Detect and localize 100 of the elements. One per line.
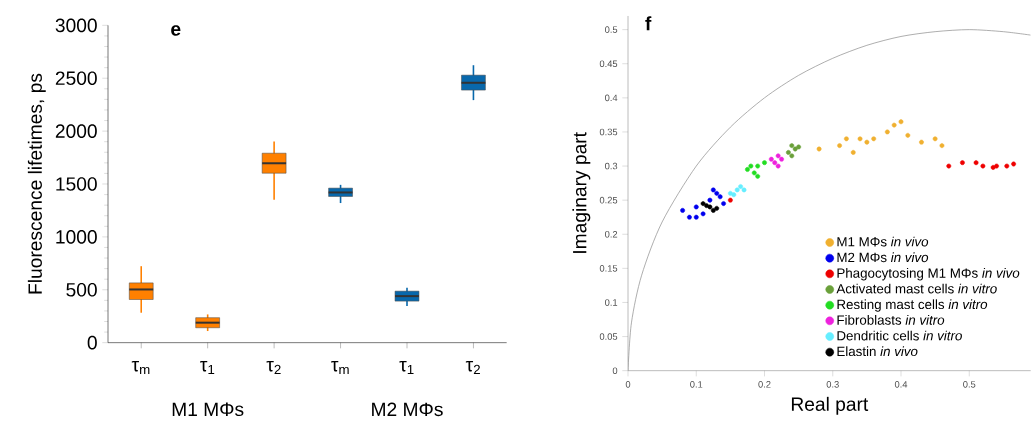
x-tick-label: 0.5 [963,381,976,388]
point [857,136,863,142]
point [796,144,802,150]
point [714,190,720,196]
point [946,163,952,169]
y-tick-label: 0.2 [604,230,618,238]
x-tick-label: 0.3 [826,381,839,388]
point [745,167,750,172]
legend-label: Phagocytosing M1 MΦs in vivo [837,268,1020,281]
x-axis-title: Real part [791,396,869,415]
y-tick-label: 0.05 [599,333,618,340]
x-tick-label: τ$_{m}$ [331,361,349,375]
point [755,173,761,179]
legend-label: Fibroblasts in vitro [837,314,945,325]
point [785,150,791,155]
y-tick-label: 3000 [55,18,97,33]
y-tick-label: 0.3 [604,162,618,170]
point [738,184,744,189]
text: M1 MΦs [172,402,244,417]
point [891,122,897,128]
legend-label: Dendritic cells in vitro [837,330,962,341]
x-tick-label: τ$_{m}$ [131,361,150,375]
chart-title: e [171,25,181,36]
point [734,187,740,193]
y-tick-label: 0.1 [604,299,618,306]
point [792,146,798,152]
x-tick-label: 0 [625,381,631,388]
chart-title: f [645,16,652,31]
point [990,165,996,170]
point [687,214,692,220]
point [731,192,737,198]
point [721,201,726,206]
point [980,163,986,169]
y-axis-title: Fluorescence lifetimes, ps [27,73,46,294]
point [707,204,713,210]
y-tick-label: 0.15 [599,265,618,272]
point [775,163,781,169]
point [919,139,924,145]
y-tick-label: 1500 [56,177,97,191]
y-tick-label: 0.45 [599,60,618,68]
point [932,136,938,142]
point [755,163,761,169]
point [871,136,877,142]
point [751,170,757,176]
text: M2 MΦs [372,402,443,417]
point [714,205,720,211]
point [693,214,699,220]
x-tick-label: τ$_{1}$ [399,361,414,375]
x-tick-label: τ$_{1}$ [200,361,215,375]
x-tick-label: 0.4 [894,381,908,388]
point [884,129,890,135]
point [727,197,733,203]
point [816,146,822,152]
y-tick-label: 0.5 [604,26,618,33]
point [864,139,870,145]
point [704,203,709,209]
y-tick-label: 2000 [55,124,97,138]
point [960,160,965,166]
y-tick-label: 0 [87,335,97,350]
x-tick-label: 0.1 [690,381,703,388]
point [772,160,778,166]
point [768,156,774,162]
point [779,156,784,162]
point [717,194,723,200]
point [1011,161,1017,167]
point [850,150,856,155]
x-tick-label: 0.2 [758,381,771,388]
point [680,207,686,213]
point [1004,163,1010,169]
x-tick-label: τ$_{2}$ [266,361,281,375]
point [775,153,781,159]
point [693,204,699,210]
point [837,143,842,148]
legend-label: M1 MΦs in vivo [837,236,929,247]
point [898,119,904,125]
x-tick-label: τ$_{2}$ [465,361,480,375]
y-tick-label: 1000 [56,230,97,244]
legend-label: Activated mast cells in vitro [836,283,997,294]
point [939,143,945,148]
y-axis-title: Imaginary part [572,132,591,253]
point [789,143,795,148]
point [700,201,706,206]
point [700,211,706,217]
point [748,163,754,169]
point [905,132,911,138]
point [741,187,747,193]
y-tick-label: 0.35 [599,128,618,136]
legend-label: M2 MΦs in vivo [837,252,929,263]
point [844,136,849,142]
legend-label: Resting mast cells in vitro [837,299,988,312]
point [789,153,795,159]
point [707,197,713,203]
y-tick-label: 2500 [55,71,97,86]
y-tick-label: 0.4 [604,94,618,102]
legend-label: Elastin in vivo [837,346,918,357]
point [710,187,716,193]
y-tick-label: 0.25 [599,196,618,204]
point [973,160,979,166]
y-tick-label: 500 [66,282,97,297]
point [762,160,767,166]
